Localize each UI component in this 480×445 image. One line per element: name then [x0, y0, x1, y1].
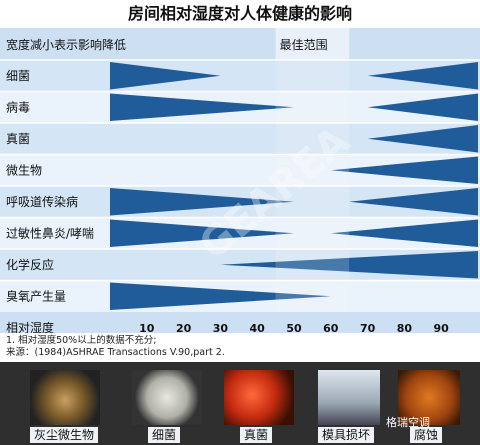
optimal-range-overlay: [275, 60, 350, 312]
corrosion-image: [398, 370, 460, 425]
row-label-3: 真菌: [6, 132, 30, 146]
wedge-right-5: [349, 188, 478, 216]
caption-bacteria: 细菌: [148, 427, 181, 443]
x-axis-band: [0, 312, 480, 333]
x-axis-label: 相对湿度: [6, 320, 54, 333]
image-strip: 灰尘微生物 细菌 真菌 模具损坏 腐蚀: [0, 362, 480, 445]
dust-mite-image: [30, 370, 100, 425]
wedge-right-2: [367, 93, 478, 121]
x-tick-60: 60: [323, 322, 339, 333]
note-line-2: 来源：(1984)ASHRAE Transactions V.90,part 2…: [6, 347, 225, 358]
x-tick-90: 90: [434, 322, 450, 333]
row-label-4: 微生物: [6, 163, 42, 177]
x-tick-20: 20: [176, 322, 192, 333]
row-label-7: 化学反应: [6, 257, 54, 272]
chart-title: 房间相对湿度对人体健康的影响: [127, 4, 352, 23]
wedge-right-1: [367, 62, 478, 90]
x-tick-30: 30: [213, 322, 229, 333]
header-optimal-label: 最佳范围: [280, 38, 328, 52]
caption-dust-microbes: 灰尘微生物: [30, 427, 99, 443]
x-tick-80: 80: [397, 322, 413, 333]
wedge-left-2: [110, 93, 294, 121]
fungus-image: [224, 370, 294, 425]
x-tick-70: 70: [360, 322, 376, 333]
header-left-label: 宽度减小表示影响降低: [6, 37, 126, 52]
wedge-right-4: [330, 156, 478, 184]
wedge-right-6: [330, 219, 478, 247]
row-label-2: 病毒: [6, 99, 30, 114]
row-label-6: 过敏性鼻炎/哮喘: [6, 225, 94, 240]
wedge-left-5: [110, 188, 294, 216]
x-tick-50: 50: [286, 322, 302, 333]
footnotes: 1. 相对湿度50%以上的数据不充分; 来源：(1984)ASHRAE Tran…: [6, 335, 225, 359]
wedge-left-6: [110, 219, 294, 247]
caption-mold-damage: 模具损坏: [318, 427, 375, 443]
row-label-1: 细菌: [6, 69, 30, 83]
header-band: [0, 28, 480, 60]
x-tick-10: 10: [139, 322, 155, 333]
wechat-account: 格瑞空调: [386, 416, 430, 429]
humidity-chart: 宽度减小表示影响降低 最佳范围细菌病毒真菌微生物呼吸道传染病过敏性鼻炎/哮喘化学反…: [0, 28, 480, 333]
x-tick-40: 40: [250, 322, 266, 333]
wedge-left-1: [110, 62, 221, 90]
wedge-left-8: [110, 282, 331, 310]
caption-corrosion: 腐蚀: [410, 427, 443, 443]
wedge-right-7: [220, 251, 478, 279]
wedge-right-3: [367, 125, 478, 153]
caption-fungi: 真菌: [240, 427, 273, 443]
note-line-1: 1. 相对湿度50%以上的数据不充分;: [6, 335, 157, 346]
mold-damage-image: [318, 370, 380, 425]
row-label-5: 呼吸道传染病: [6, 194, 78, 209]
bacteria-dish-image: [132, 370, 202, 425]
row-label-8: 臭氧产生量: [6, 288, 66, 303]
